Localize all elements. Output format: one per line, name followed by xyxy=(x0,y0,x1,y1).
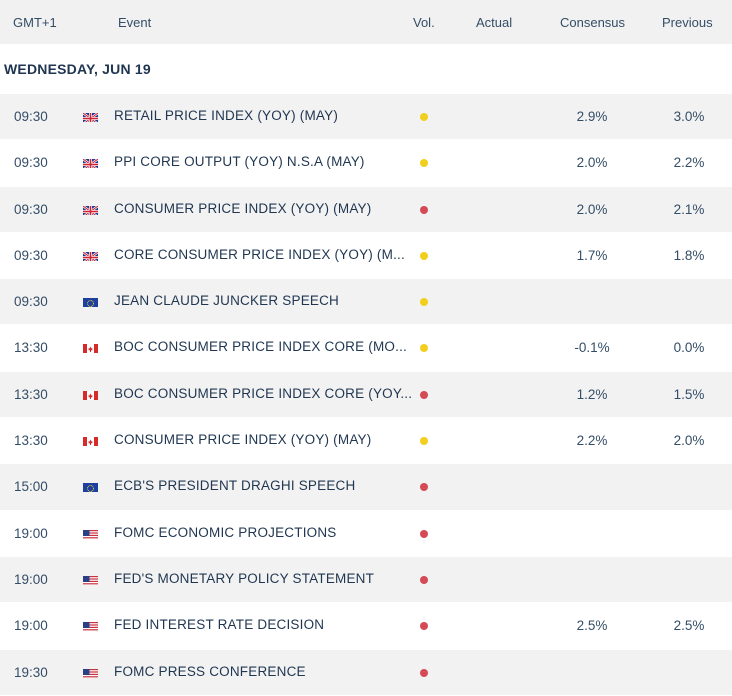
us-flag-icon xyxy=(83,574,98,585)
header-event: Event xyxy=(118,15,152,30)
table-row[interactable]: 09:30 CONSUMER PRICE INDEX (YOY) (MAY) 2.0… xyxy=(0,186,732,233)
event-time: 19:00 xyxy=(14,571,48,587)
event-time: 09:30 xyxy=(14,247,48,263)
table-row[interactable]: 13:30 BOC CONSUMER PRICE INDEX CORE (YOY.… xyxy=(0,371,732,419)
previous-value: 2.5% xyxy=(673,618,705,634)
previous-value: 2.0% xyxy=(673,433,705,449)
event-time: 19:00 xyxy=(14,525,48,541)
header-previous: Previous xyxy=(662,15,713,30)
volatility-dot xyxy=(420,390,428,399)
volatility-dot xyxy=(420,483,428,492)
event-time: 19:30 xyxy=(14,664,48,680)
us-flag-icon xyxy=(83,620,98,632)
event-time: 15:00 xyxy=(14,479,48,495)
table-header: GMT+1 Event Vol. Actual Consensus Previo… xyxy=(0,0,732,44)
table-row[interactable]: 19:00 FED'S MONETARY POLICY STATEMENT xyxy=(0,556,732,604)
consensus-value: 2.2% xyxy=(576,433,608,449)
volatility-dot xyxy=(420,529,428,538)
volatility-dot xyxy=(420,113,428,121)
volatility-dot xyxy=(420,575,428,584)
canada-flag-icon xyxy=(83,435,98,447)
event-title[interactable]: ECB'S PRESIDENT DRAGHI SPEECH xyxy=(114,478,356,494)
date-group-header: WEDNESDAY, JUN 19 xyxy=(0,44,732,94)
previous-value: 2.2% xyxy=(673,155,705,171)
event-title[interactable]: CONSUMER PRICE INDEX (YOY) (MAY) xyxy=(114,432,372,448)
uk-flag-icon xyxy=(83,204,98,215)
uk-flag-icon xyxy=(83,111,98,122)
consensus-value: 2.5% xyxy=(576,618,608,634)
table-row[interactable]: 19:30 FOMC PRESS CONFERENCE xyxy=(0,649,732,696)
header-actual: Actual xyxy=(476,15,513,30)
header-gmt[interactable]: GMT+1 xyxy=(13,15,57,30)
header-vol: Vol. xyxy=(413,15,435,30)
canada-flag-icon xyxy=(83,342,98,354)
event-title[interactable]: JEAN CLAUDE JUNCKER SPEECH xyxy=(114,293,339,309)
event-time: 13:30 xyxy=(14,433,48,449)
event-time: 09:30 xyxy=(14,201,48,217)
previous-value: 1.5% xyxy=(673,386,705,402)
table-row[interactable]: 09:30 CORE CONSUMER PRICE INDEX (YOY) (M.… xyxy=(0,232,732,280)
event-title[interactable]: RETAIL PRICE INDEX (YOY) (MAY) xyxy=(114,108,339,123)
event-list: 09:30 RETAIL PRICE INDEX (YOY) (MAY) 2.9% 3… xyxy=(0,94,732,696)
volatility-dot xyxy=(420,668,428,677)
date-label: WEDNESDAY, JUN 19 xyxy=(4,61,151,77)
event-title[interactable]: CONSUMER PRICE INDEX (YOY) (MAY) xyxy=(114,200,372,216)
event-title[interactable]: FOMC PRESS CONFERENCE xyxy=(114,663,306,679)
event-title[interactable]: BOC CONSUMER PRICE INDEX CORE (YOY... xyxy=(114,385,413,401)
event-time: 09:30 xyxy=(14,294,48,310)
event-time: 09:30 xyxy=(14,109,48,124)
previous-value: 2.1% xyxy=(673,201,705,217)
volatility-dot xyxy=(420,344,428,353)
consensus-value: 2.0% xyxy=(576,155,608,171)
event-time: 09:30 xyxy=(14,155,48,171)
consensus-value: 1.7% xyxy=(576,247,608,263)
eu-flag-icon xyxy=(83,481,98,493)
event-title[interactable]: FED'S MONETARY POLICY STATEMENT xyxy=(114,570,375,586)
event-title[interactable]: FED INTEREST RATE DECISION xyxy=(114,617,325,633)
event-title[interactable]: BOC CONSUMER PRICE INDEX CORE (MO... xyxy=(114,339,407,355)
eu-flag-icon xyxy=(83,296,98,308)
table-row[interactable]: 09:30 JEAN CLAUDE JUNCKER SPEECH xyxy=(0,279,732,326)
consensus-value: 1.2% xyxy=(576,386,608,402)
header-consensus: Consensus xyxy=(560,15,626,30)
volatility-dot xyxy=(420,622,428,631)
canada-flag-icon xyxy=(83,389,98,400)
previous-value: 3.0% xyxy=(673,109,705,124)
event-time: 13:30 xyxy=(14,386,48,402)
table-row[interactable]: 09:30 RETAIL PRICE INDEX (YOY) (MAY) 2.9% 3… xyxy=(0,94,732,141)
event-title[interactable]: FOMC ECONOMIC PROJECTIONS xyxy=(114,524,337,540)
event-time: 13:30 xyxy=(14,340,48,356)
table-row[interactable]: 15:00 ECB'S PRESIDENT DRAGHI SPEECH xyxy=(0,464,732,511)
event-time: 19:00 xyxy=(14,618,48,634)
consensus-value: -0.1% xyxy=(574,340,610,356)
volatility-dot xyxy=(420,205,428,214)
previous-value: 1.8% xyxy=(673,247,705,263)
volatility-dot xyxy=(420,159,428,168)
table-row[interactable]: 19:00 FED INTEREST RATE DECISION 2.5% 2.5% xyxy=(0,603,732,650)
volatility-dot xyxy=(420,437,428,446)
us-flag-icon xyxy=(83,528,98,539)
consensus-value: 2.9% xyxy=(576,109,608,124)
uk-flag-icon xyxy=(83,157,98,169)
table-row[interactable]: 13:30 BOC CONSUMER PRICE INDEX CORE (MO..… xyxy=(0,325,732,372)
event-title[interactable]: PPI CORE OUTPUT (YOY) N.S.A (MAY) xyxy=(114,154,365,170)
us-flag-icon xyxy=(83,667,98,678)
uk-flag-icon xyxy=(83,250,98,261)
table-row[interactable]: 19:00 FOMC ECONOMIC PROJECTIONS xyxy=(0,510,732,557)
table-row[interactable]: 13:30 CONSUMER PRICE INDEX (YOY) (MAY) 2.2… xyxy=(0,418,732,465)
volatility-dot xyxy=(420,251,428,260)
previous-value: 0.0% xyxy=(673,340,705,356)
table-row[interactable]: 09:30 PPI CORE OUTPUT (YOY) N.S.A (MAY) 2.… xyxy=(0,140,732,187)
consensus-value: 2.0% xyxy=(576,201,608,217)
event-title[interactable]: CORE CONSUMER PRICE INDEX (YOY) (M... xyxy=(114,246,405,262)
volatility-dot xyxy=(420,298,428,307)
